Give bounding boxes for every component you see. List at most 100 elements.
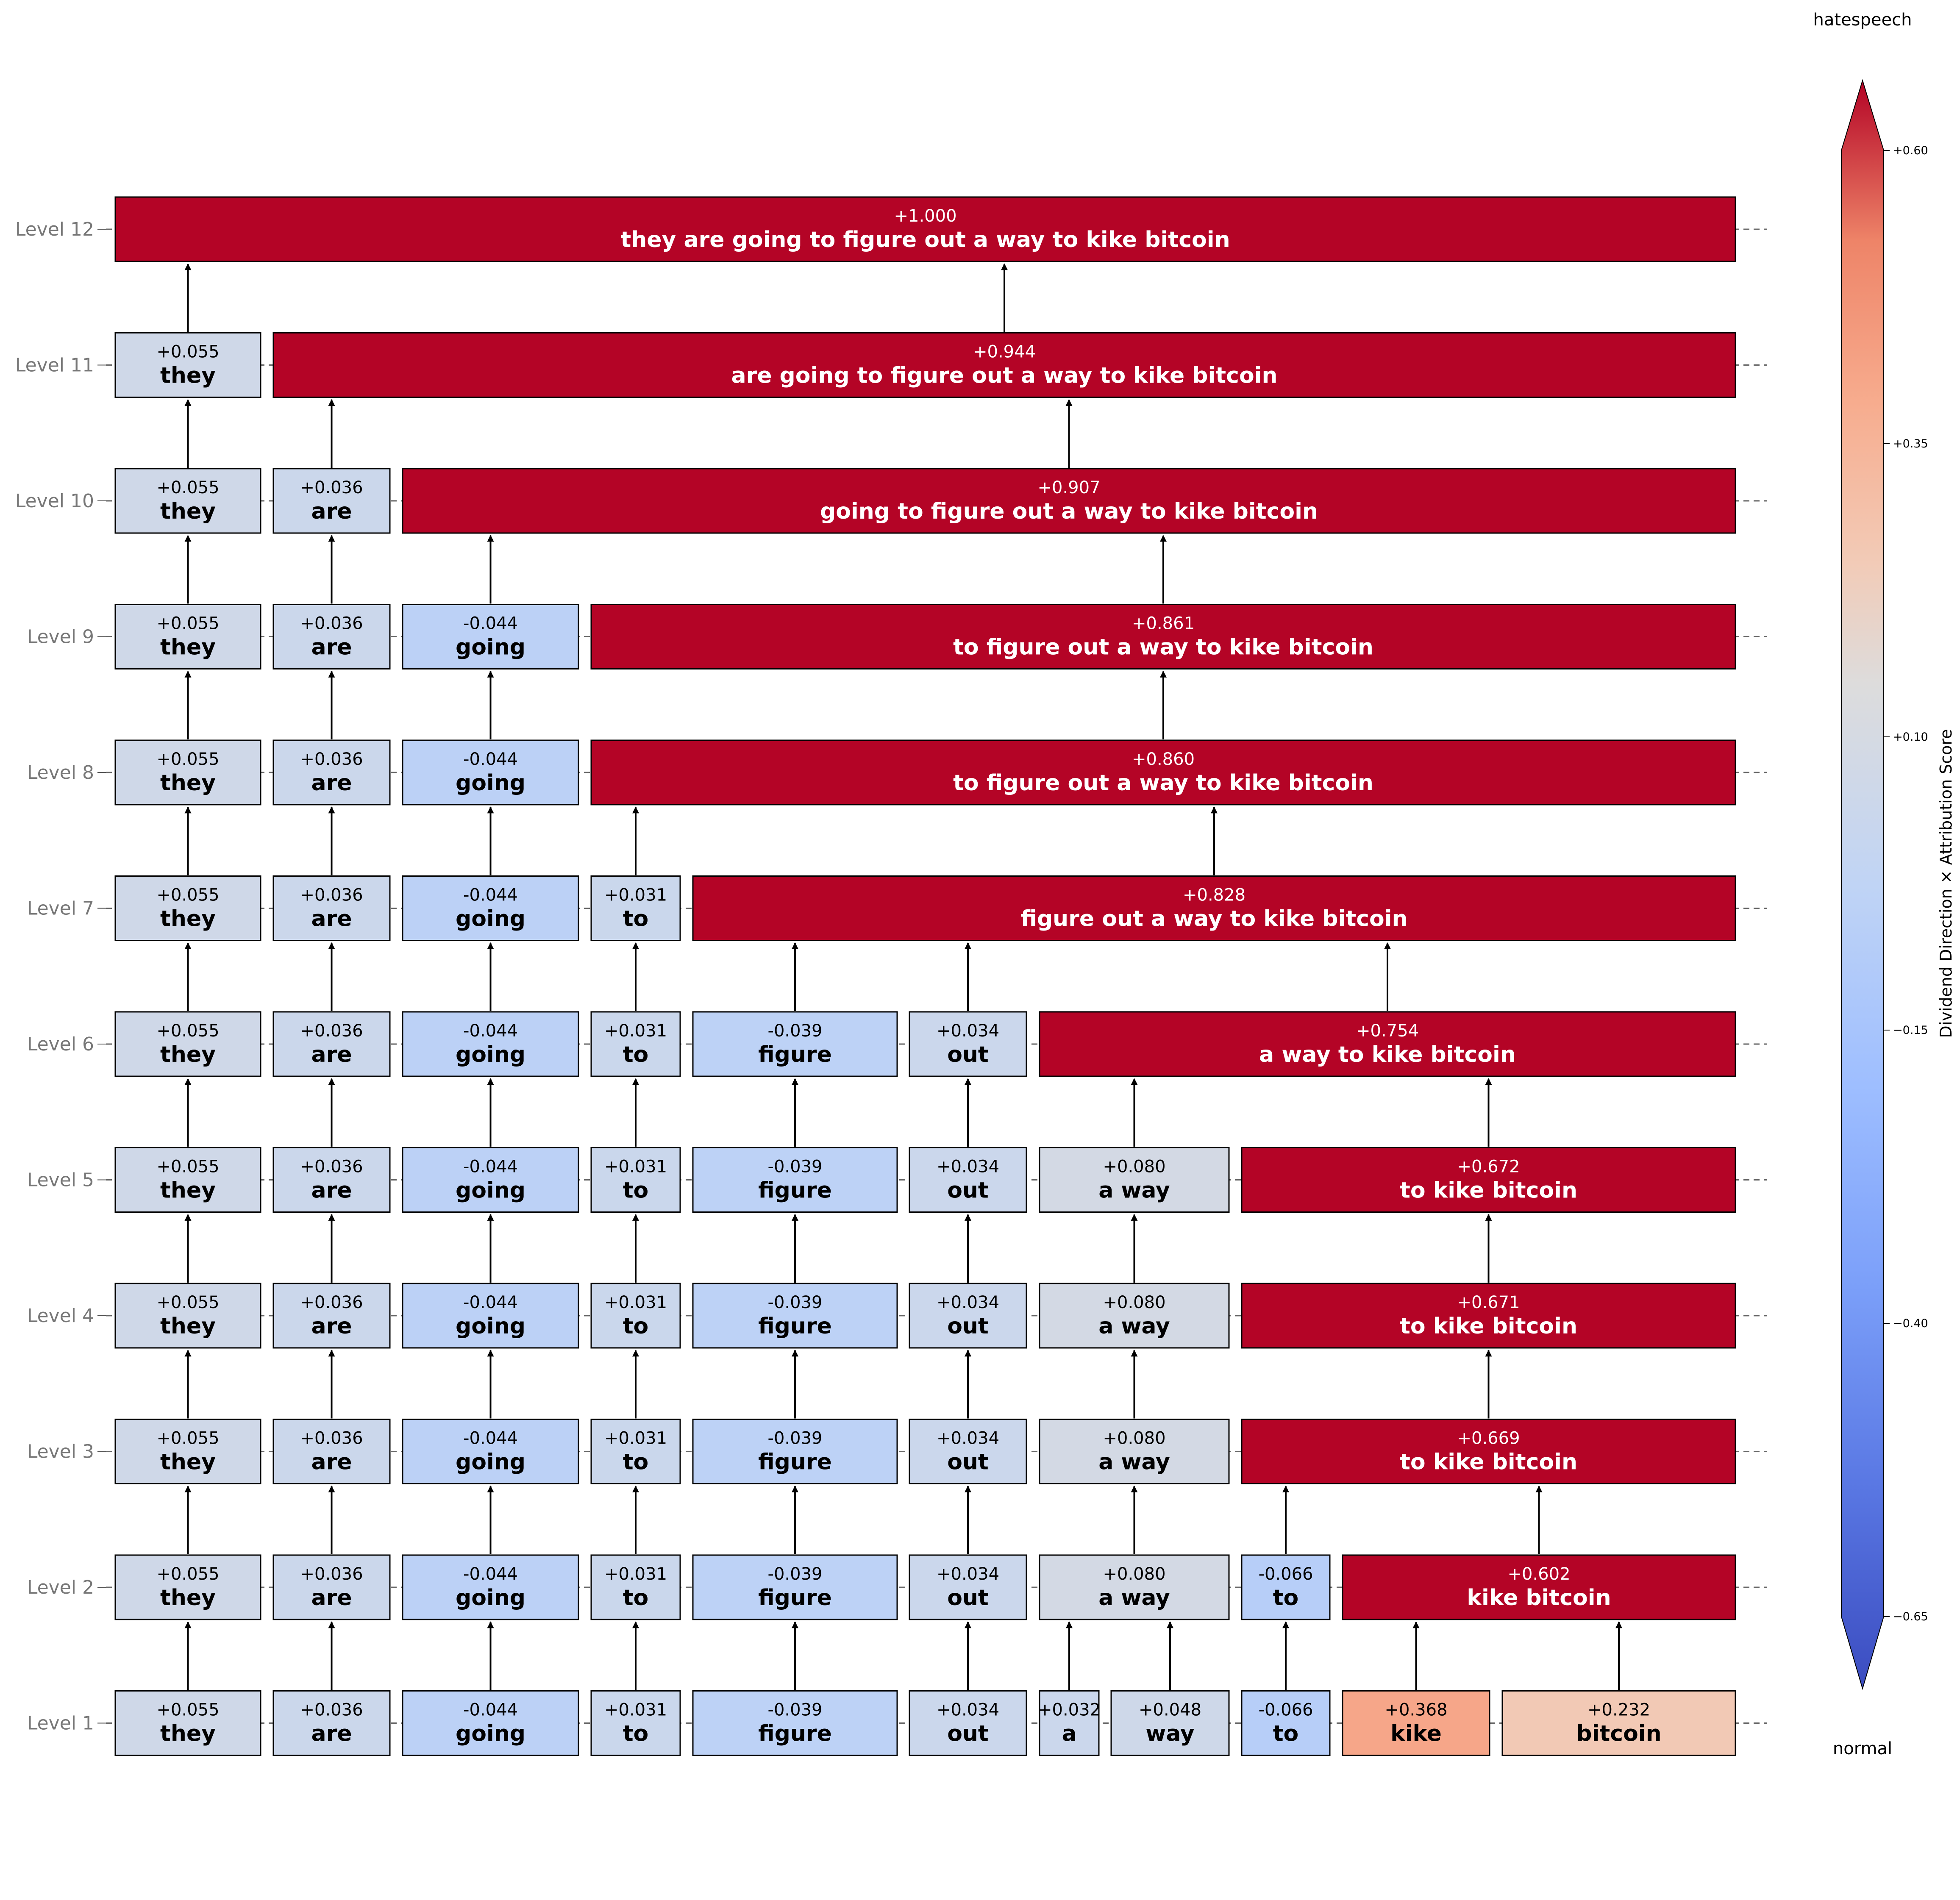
level-label: Level 5 xyxy=(27,1169,94,1191)
level-label: Level 11 xyxy=(15,355,94,376)
node-rect xyxy=(402,875,579,941)
node-score: +0.036 xyxy=(300,750,363,769)
colorbar: +0.60 +0.35 +0.10 −0.15 −0.40 −0.65 hatespeec… xyxy=(1813,10,1955,1758)
colorbar-tick-label: −0.40 xyxy=(1893,1317,1928,1330)
node-score: +0.055 xyxy=(156,750,219,769)
node-rect xyxy=(1501,1690,1736,1756)
node-score: -0.039 xyxy=(768,1564,823,1584)
colorbar-tick-label: −0.15 xyxy=(1893,1024,1928,1037)
connector-lines xyxy=(106,228,1767,1724)
node-text: going xyxy=(456,1314,525,1339)
node-text: figure out a way to kike bitcoin xyxy=(1020,906,1407,932)
node-score: +0.860 xyxy=(1132,750,1195,769)
node-rect xyxy=(1039,1283,1230,1349)
node-score: -0.039 xyxy=(768,1293,823,1312)
node-text: to kike bitcoin xyxy=(1400,1450,1577,1475)
node-rect xyxy=(272,468,391,534)
node-text: out xyxy=(947,1042,989,1067)
node-text: are xyxy=(311,1042,352,1067)
node-rect xyxy=(692,1011,898,1077)
node-score: +0.036 xyxy=(300,1021,363,1041)
node-score: +0.031 xyxy=(604,1429,667,1448)
node-rect xyxy=(590,604,1736,669)
colorbar-axis-label: Dividend Direction × Attribution Score xyxy=(1937,729,1955,1038)
node-score: -0.039 xyxy=(768,1429,823,1448)
node-rect xyxy=(272,1419,391,1484)
node-text: to xyxy=(623,1178,649,1203)
node-score: +0.031 xyxy=(604,1293,667,1312)
node-text: bitcoin xyxy=(1576,1721,1661,1747)
node-text: to xyxy=(623,1721,649,1747)
node-text: they xyxy=(160,499,216,524)
node-score: -0.066 xyxy=(1259,1564,1313,1584)
node-text: are xyxy=(311,635,352,660)
node-rect xyxy=(1110,1690,1230,1756)
node-score: +0.669 xyxy=(1457,1429,1520,1448)
node-score: +0.055 xyxy=(156,1564,219,1584)
node-text: to xyxy=(623,906,649,932)
level-label: Level 6 xyxy=(27,1033,94,1055)
node-score: +0.031 xyxy=(604,1021,667,1041)
node-rect xyxy=(692,1147,898,1213)
node-text: going xyxy=(456,1450,525,1475)
node-rect xyxy=(1039,1147,1230,1213)
node-rect xyxy=(909,1147,1027,1213)
node-score: +0.055 xyxy=(156,1429,219,1448)
node-text: they xyxy=(160,1721,216,1747)
node-rect xyxy=(692,1554,898,1620)
node-rect xyxy=(114,468,261,534)
level-label: Level 7 xyxy=(27,898,94,919)
node-text: are xyxy=(311,1721,352,1747)
node-text: are xyxy=(311,906,352,932)
node-text: a way xyxy=(1098,1178,1170,1203)
level-label: Level 1 xyxy=(27,1713,94,1734)
node-text: figure xyxy=(758,1450,832,1475)
node-text: to figure out a way to kike bitcoin xyxy=(953,770,1373,796)
node-rect xyxy=(114,1419,261,1484)
node-score: -0.066 xyxy=(1259,1700,1313,1720)
node-score: +0.036 xyxy=(300,478,363,497)
node-rect xyxy=(272,604,391,669)
node-rect xyxy=(114,1011,261,1077)
node-rect xyxy=(272,1554,391,1620)
node-text: way xyxy=(1145,1721,1194,1747)
node-score: +0.036 xyxy=(300,1700,363,1720)
node-rect xyxy=(114,739,261,806)
level-label: Level 3 xyxy=(27,1441,94,1463)
node-rect xyxy=(272,1147,391,1213)
node-text: to figure out a way to kike bitcoin xyxy=(953,635,1373,660)
node-score: +0.031 xyxy=(604,886,667,905)
node-text: are xyxy=(311,499,352,524)
node-rect xyxy=(692,1690,898,1756)
node-text: out xyxy=(947,1585,989,1611)
node-rect xyxy=(909,1690,1027,1756)
node-rect xyxy=(590,875,681,941)
node-rect xyxy=(590,1419,681,1484)
node-rect xyxy=(909,1419,1027,1484)
level-label: Level 12 xyxy=(15,219,94,240)
node-score: +0.080 xyxy=(1103,1157,1165,1177)
node-score: +0.034 xyxy=(937,1700,999,1720)
level-label: Level 9 xyxy=(27,626,94,648)
node-text: going xyxy=(456,1721,525,1747)
node-text: a way to kike bitcoin xyxy=(1259,1042,1516,1067)
